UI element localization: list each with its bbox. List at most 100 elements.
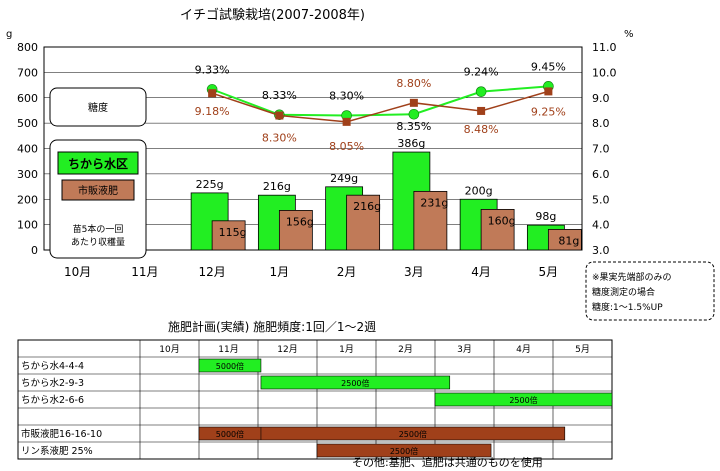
gantt-row-label: ちから水2-6-6: [21, 394, 84, 406]
x-category-label: 5月: [539, 265, 559, 279]
right-tick-label: 3.0: [592, 244, 610, 257]
line-series: 9.33% 8.33% 8.30% 8.35% 9.24% 9.45% 9.18% 8.30%…: [195, 60, 566, 153]
left-tick-label: 600: [17, 92, 38, 105]
legend-harvest-line1: 苗5本の一回: [73, 223, 124, 235]
sugar-green-point: [475, 86, 487, 97]
right-tick-label: 5.0: [592, 193, 610, 206]
x-category-label: 12月: [198, 265, 225, 279]
bar-brown-label: 115g: [219, 226, 247, 239]
bar-brown: [346, 194, 381, 251]
right-axis-ticks: 3.0 4.0 5.0 6.0 7.0 8.0 9.0 10.0 11.0: [592, 41, 617, 257]
gantt-row-label: ちから水4-4-4: [21, 360, 84, 372]
left-axis-unit: g: [6, 29, 12, 40]
sugar-brown-label: 9.25%: [531, 105, 566, 118]
right-tick-label: 8.0: [592, 117, 610, 130]
note-line-3: 糖度:1～1.5%UP: [592, 301, 663, 313]
x-category-label: 1月: [270, 265, 290, 279]
gantt-bar-label: 2500倍: [341, 378, 369, 388]
legend-brown-swatch: [61, 179, 135, 201]
left-tick-label: 400: [17, 143, 38, 156]
legend-harvest-line2: あたり収穫量: [71, 236, 125, 248]
right-tick-label: 9.0: [592, 92, 610, 105]
bar-brown: [480, 208, 515, 251]
bar-brown-label: 81g: [558, 234, 579, 247]
gantt-month-label: 2月: [398, 344, 413, 355]
x-category-label: 4月: [471, 265, 491, 279]
sugar-green-label: 8.30%: [329, 90, 364, 103]
sugar-green-label: 8.35%: [396, 120, 431, 133]
bar-green-label: 216g: [263, 180, 291, 193]
note-box: [585, 261, 715, 321]
gantt-month-label: 1月: [339, 344, 354, 355]
legend-brown-label: 市販液肥: [78, 184, 118, 197]
bar-brown-label: 160g: [488, 214, 516, 227]
chart-title: イチゴ試験栽培(2007-2008年): [180, 7, 365, 23]
sugar-brown-point: [275, 111, 284, 120]
bar-brown: [211, 220, 246, 251]
sugar-green-point: [408, 108, 420, 120]
bar-brown-label: 216g: [353, 200, 381, 213]
sugar-green-label: 8.33%: [262, 89, 297, 102]
sugar-brown-label: 8.05%: [329, 140, 364, 153]
x-category-label: 10月: [64, 265, 91, 279]
x-category-label: 2月: [337, 265, 357, 279]
legend-green-label: ちから水区: [68, 156, 128, 171]
legend-green-swatch: [57, 151, 139, 175]
gantt-bar-label: 5000倍: [216, 361, 244, 371]
gantt-bar-sub-label: 5000倍: [216, 429, 244, 439]
x-category-label: 3月: [404, 265, 424, 279]
sugar-brown-line: [211, 90, 549, 123]
bar-brown: [278, 210, 313, 251]
gantt-bar: [198, 358, 262, 373]
sugar-brown-point: [409, 98, 418, 107]
bar-green-label: 200g: [465, 184, 493, 197]
note-line-1: ※果実先端部のみの: [592, 271, 672, 283]
bar-green-label: 98g: [535, 210, 556, 223]
left-tick-label: 0: [31, 244, 38, 257]
sugar-brown-point: [477, 106, 486, 115]
right-tick-label: 11.0: [592, 41, 617, 54]
left-tick-label: 700: [17, 66, 38, 79]
bar-green-label: 249g: [330, 172, 358, 185]
left-tick-label: 800: [17, 41, 38, 54]
sugar-brown-label: 8.80%: [396, 77, 431, 90]
sugar-green-label: 9.24%: [464, 66, 499, 79]
sugar-brown-point: [208, 89, 217, 98]
note-line-2: 糖度測定の場合: [592, 286, 655, 298]
gantt-row-label: 市販液肥16-16-10: [21, 428, 102, 440]
sugar-brown-point: [342, 117, 351, 126]
sugar-brown-label: 9.18%: [195, 105, 230, 118]
left-tick-label: 100: [17, 219, 38, 232]
gantt-bar: [198, 426, 566, 441]
gantt-title: 施肥計画(実績) 施肥頻度:1回／1～2週: [168, 319, 376, 334]
right-axis-unit: %: [624, 29, 634, 40]
gantt-bar-label: 2500倍: [399, 429, 427, 439]
gantt-bar: [260, 375, 451, 390]
gantt-bar: [434, 392, 613, 407]
gantt-month-label: 3月: [457, 344, 472, 355]
sugar-brown-label: 8.30%: [262, 132, 297, 145]
gantt-bar: [316, 443, 492, 458]
sugar-brown-point: [544, 87, 553, 96]
left-tick-label: 300: [17, 168, 38, 181]
bar-series: 225g 216g 249g 386g 200g 98g 115g 156g 216g 231g 1…: [190, 137, 582, 251]
left-axis-ticks: 0 100 200 300 400 500 600 700 800: [17, 41, 38, 257]
gantt-bar-label: 2500倍: [390, 446, 418, 456]
bar-brown: [413, 190, 448, 251]
left-tick-label: 200: [17, 193, 38, 206]
x-category-label: 11月: [131, 265, 158, 279]
gantt-month-label: 12月: [277, 344, 297, 355]
gantt-bar-label: 2500倍: [509, 395, 537, 405]
right-tick-label: 7.0: [592, 143, 610, 156]
right-tick-label: 10.0: [592, 66, 617, 79]
gantt-month-label: 11月: [218, 344, 238, 355]
right-tick-label: 4.0: [592, 219, 610, 232]
gantt-row-label: ちから水2-9-3: [21, 377, 84, 389]
legend-sugar-label: 糖度: [88, 101, 108, 114]
bar-green-label: 386g: [397, 137, 425, 150]
gantt-month-label: 4月: [516, 344, 531, 355]
bar-brown-label: 156g: [286, 215, 314, 228]
gantt-row-label: リン系液肥 25%: [21, 445, 93, 457]
